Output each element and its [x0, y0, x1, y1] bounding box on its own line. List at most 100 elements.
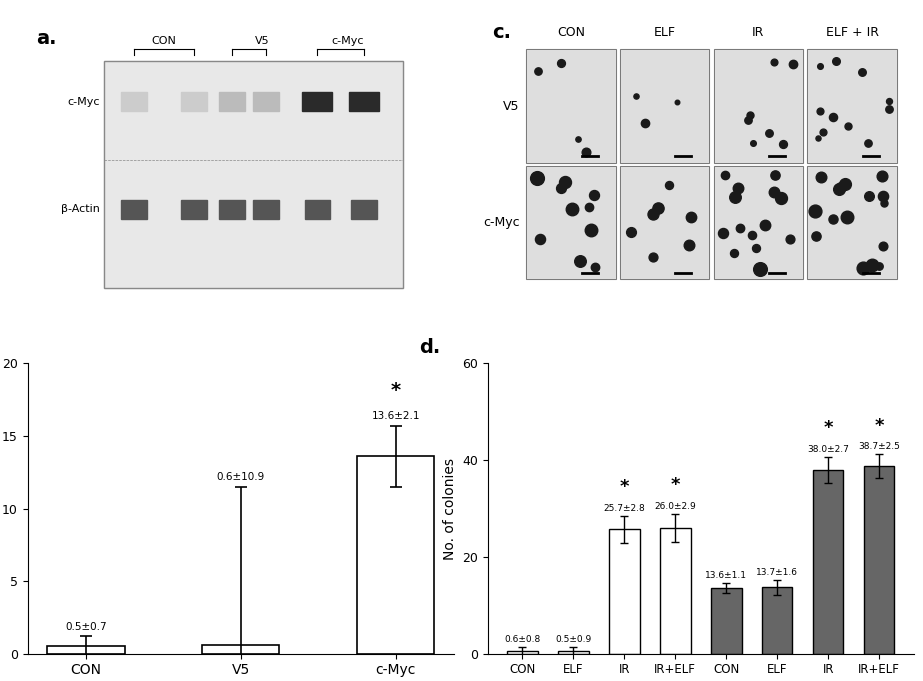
Text: d.: d.: [420, 338, 441, 358]
Bar: [526, 165, 616, 279]
Text: 0.6±10.9: 0.6±10.9: [217, 473, 265, 482]
Text: β-Actin: β-Actin: [61, 204, 100, 215]
Point: [833, 182, 848, 193]
Point: [825, 214, 840, 225]
Point: [808, 206, 822, 217]
Bar: [305, 200, 330, 219]
Text: c-Myc: c-Myc: [67, 97, 100, 107]
Point: [565, 204, 580, 215]
Bar: [181, 93, 207, 111]
Point: [767, 187, 782, 197]
Point: [816, 127, 831, 138]
Point: [662, 179, 677, 190]
Point: [682, 239, 697, 250]
Bar: [303, 93, 332, 111]
Point: [773, 193, 788, 204]
Bar: [558, 651, 589, 654]
Bar: [620, 165, 709, 279]
Text: 38.0±2.7: 38.0±2.7: [808, 445, 849, 454]
Bar: [620, 50, 709, 163]
Point: [588, 262, 603, 273]
Point: [862, 190, 877, 201]
Point: [731, 183, 746, 194]
Text: *: *: [823, 419, 833, 437]
Point: [623, 227, 638, 238]
Point: [749, 242, 763, 253]
Bar: [711, 588, 741, 654]
Point: [533, 234, 547, 244]
Text: CON: CON: [151, 36, 176, 46]
Point: [783, 234, 797, 244]
Point: [752, 264, 767, 274]
Bar: [609, 529, 640, 654]
Bar: [808, 165, 897, 279]
Text: a.: a.: [36, 29, 56, 48]
Point: [856, 263, 870, 274]
Point: [530, 173, 545, 184]
Point: [683, 211, 698, 222]
Y-axis label: No. of colonies: No. of colonies: [443, 458, 457, 560]
Bar: [357, 456, 435, 654]
Point: [554, 183, 569, 193]
Bar: [620, 50, 709, 163]
Point: [557, 176, 572, 187]
Point: [670, 97, 685, 108]
Point: [767, 57, 782, 67]
Bar: [808, 50, 897, 163]
Point: [726, 248, 741, 259]
Point: [875, 191, 890, 202]
Text: 13.7±1.6: 13.7±1.6: [756, 568, 798, 577]
Bar: [254, 93, 279, 111]
Point: [812, 61, 827, 72]
Point: [743, 110, 758, 121]
Point: [650, 202, 665, 213]
Text: V5: V5: [503, 99, 520, 112]
Point: [646, 252, 661, 263]
Point: [733, 223, 748, 234]
Point: [579, 146, 593, 157]
Text: 26.0±2.9: 26.0±2.9: [654, 502, 696, 511]
Bar: [713, 50, 803, 163]
Point: [570, 133, 585, 144]
Point: [876, 240, 891, 251]
Text: 0.5±0.9: 0.5±0.9: [556, 635, 592, 644]
Point: [745, 230, 760, 241]
Text: ELF: ELF: [653, 27, 676, 39]
Bar: [713, 165, 803, 279]
Text: 0.6±0.8: 0.6±0.8: [504, 635, 541, 644]
Point: [629, 91, 643, 101]
Bar: [104, 61, 402, 287]
Bar: [122, 93, 147, 111]
Point: [809, 230, 823, 241]
Bar: [47, 646, 125, 654]
Bar: [713, 165, 803, 279]
Point: [872, 261, 887, 272]
Point: [854, 67, 869, 78]
Text: ELF + IR: ELF + IR: [825, 27, 879, 39]
Bar: [761, 588, 793, 654]
Bar: [349, 93, 379, 111]
Text: 25.7±2.8: 25.7±2.8: [604, 504, 645, 513]
Point: [785, 59, 800, 69]
Text: CON: CON: [557, 27, 585, 39]
Point: [860, 138, 875, 148]
Point: [881, 104, 896, 114]
Point: [876, 197, 891, 208]
Bar: [660, 528, 690, 654]
Point: [881, 96, 896, 107]
Text: 0.5±0.7: 0.5±0.7: [65, 622, 106, 632]
Point: [581, 202, 596, 212]
Bar: [526, 165, 616, 279]
Point: [715, 227, 730, 238]
Point: [832, 184, 846, 195]
Point: [875, 171, 890, 182]
Point: [572, 255, 587, 266]
Bar: [220, 200, 245, 219]
Bar: [181, 200, 207, 219]
Bar: [713, 50, 803, 163]
Point: [757, 219, 772, 230]
Bar: [352, 200, 377, 219]
Point: [761, 128, 776, 139]
Bar: [202, 645, 280, 654]
Text: *: *: [874, 417, 884, 435]
